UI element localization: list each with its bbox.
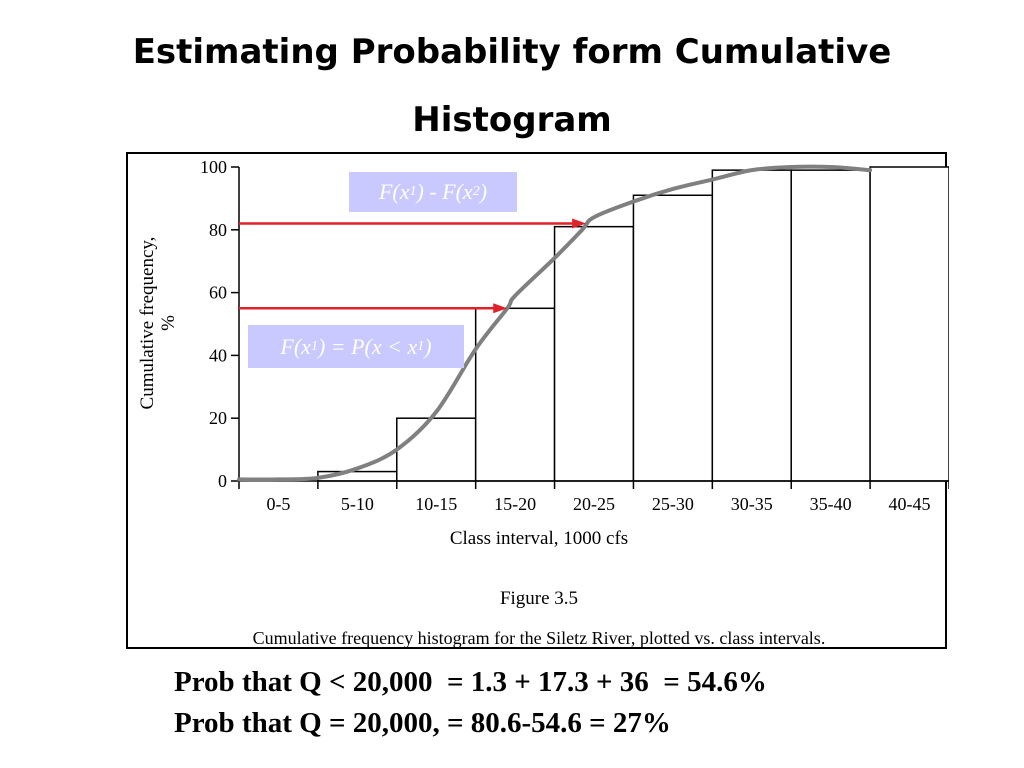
x-tick-label: 25-30 — [652, 494, 694, 514]
bar-10-15 — [396, 417, 477, 482]
x-tick-label: 0-5 — [266, 494, 290, 514]
figure-frame: 0 20 40 60 80 100 0-5 5-10 10-15 15-20 20-25 25-30 3… — [126, 152, 949, 649]
x-tick-label: 10-15 — [415, 494, 457, 514]
figure-caption: Cumulative frequency histogram for the S… — [253, 628, 826, 648]
x-tick-label: 15-20 — [494, 494, 536, 514]
formula-cdf-part-b: ) = P(x < x — [317, 333, 418, 359]
formula-diff-sub-1: 1 — [409, 184, 417, 199]
formula-label-difference: F(x 1) - F(x 2) — [349, 172, 517, 212]
bar-35-40 — [790, 169, 871, 482]
x-tick-label: 5-10 — [341, 494, 374, 514]
slide-title-line-2: Histogram — [412, 100, 612, 140]
y-axis-title-line-2: % — [158, 315, 179, 331]
figure-label: Figure 3.5 — [500, 588, 578, 609]
x-tick-label: 35-40 — [810, 494, 852, 514]
bar-20-25 — [553, 225, 635, 482]
bar-40-45 — [869, 166, 949, 482]
cumulative-histogram-chart: 0 20 40 60 80 100 0-5 5-10 10-15 15-20 20-25 25-30 3… — [137, 157, 949, 648]
probability-statement-2: Prob that Q = 20,000, = 80.6-54.6 = 27% — [174, 707, 671, 739]
y-tick-label: 40 — [209, 345, 227, 365]
x-tick-label: 30-35 — [731, 494, 773, 514]
y-tick-label: 80 — [209, 220, 227, 240]
formula-diff-part-c: ) — [479, 179, 488, 204]
bar-30-35 — [711, 169, 792, 482]
arrow-F-x1-head — [493, 303, 508, 314]
formula-cdf-part-c: ) — [424, 333, 432, 359]
formula-label-cdf: F(x 1) = P(x < x 1) — [248, 325, 464, 368]
formula-cdf-sub-1: 1 — [310, 338, 318, 354]
formula-diff-part-b: ) - F(x — [416, 179, 473, 204]
y-tick-label: 100 — [200, 157, 227, 177]
probability-statement-1: Prob that Q < 20,000 = 1.3 + 17.3 + 36 =… — [174, 666, 767, 698]
bar-25-30 — [632, 194, 714, 482]
arrow-F-x2-head — [572, 218, 587, 229]
x-tick-label: 20-25 — [573, 494, 615, 514]
formula-cdf-sub-2: 1 — [417, 338, 425, 354]
x-tick-label: 40-45 — [889, 494, 931, 514]
y-tick-label: 20 — [209, 408, 227, 428]
cdf-curve — [237, 164, 873, 482]
y-axis-title-line-1: Cumulative frequency, — [137, 237, 158, 410]
formula-diff-part-a: F(x — [378, 179, 410, 204]
formula-cdf-part-a: F(x — [280, 333, 311, 359]
slide-title-line-1: Estimating Probability form Cumulative — [132, 32, 892, 72]
y-tick-label: 60 — [209, 283, 227, 303]
x-axis-title: Class interval, 1000 cfs — [450, 528, 628, 549]
formula-diff-sub-2: 2 — [472, 184, 480, 199]
y-tick-label: 0 — [218, 471, 227, 491]
